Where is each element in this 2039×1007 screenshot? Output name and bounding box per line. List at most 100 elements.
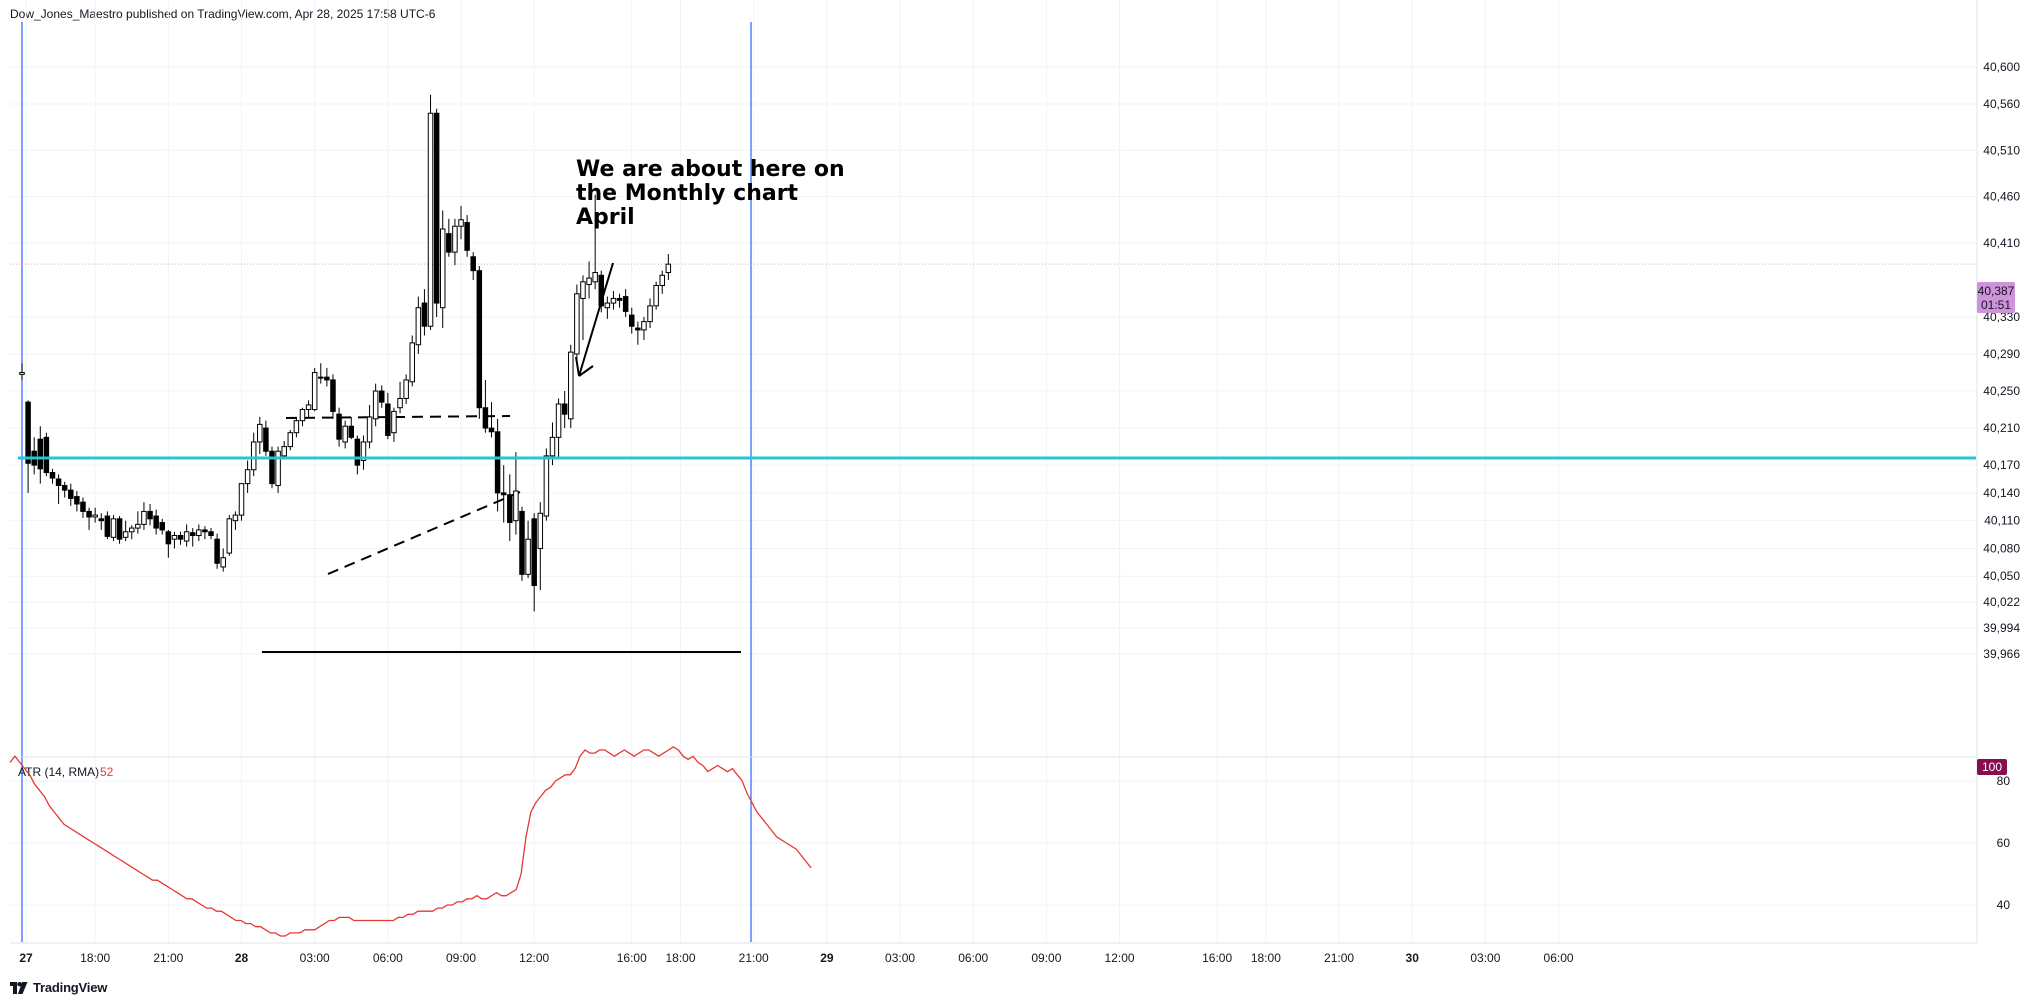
candle[interactable] xyxy=(537,502,544,591)
candle[interactable] xyxy=(555,398,562,458)
tradingview-footer[interactable]: TradingView xyxy=(10,980,107,995)
candle[interactable] xyxy=(263,420,269,456)
candle[interactable] xyxy=(629,307,635,334)
candle[interactable] xyxy=(159,518,165,535)
candle[interactable] xyxy=(196,524,202,542)
candle[interactable] xyxy=(275,446,281,493)
candle[interactable] xyxy=(513,452,519,535)
candle[interactable] xyxy=(561,391,568,429)
candle[interactable] xyxy=(238,483,245,521)
candle[interactable] xyxy=(519,506,525,581)
candle[interactable] xyxy=(98,513,105,530)
candle[interactable] xyxy=(208,528,214,540)
time-axis[interactable]: 27 18:00 21:00 28 03:00 06:00 09:00 12:00 16:00 1… xyxy=(19,951,1574,965)
candle[interactable] xyxy=(214,533,220,569)
atr-pane[interactable]: ATR (14, RMA) 52 80 60 40 100 xyxy=(9,746,2010,937)
candle[interactable] xyxy=(476,266,483,419)
candle[interactable] xyxy=(507,474,513,542)
candle[interactable] xyxy=(68,483,74,506)
candle[interactable] xyxy=(25,400,31,493)
candle[interactable] xyxy=(427,94,434,330)
candle[interactable] xyxy=(385,392,391,440)
candle[interactable] xyxy=(525,520,531,579)
candle[interactable] xyxy=(415,296,422,354)
price-axis[interactable]: 40,600 40,560 40,510 40,460 40,410 40,330 40,2… xyxy=(1983,60,2020,661)
candle[interactable] xyxy=(604,296,611,319)
candle[interactable] xyxy=(482,379,489,433)
candle[interactable] xyxy=(183,524,190,547)
candle[interactable] xyxy=(147,504,153,526)
candle[interactable] xyxy=(543,448,550,521)
candle[interactable] xyxy=(244,460,251,493)
candle[interactable] xyxy=(202,526,208,540)
candle[interactable] xyxy=(665,254,672,280)
candle[interactable] xyxy=(409,335,415,387)
candle[interactable] xyxy=(299,407,306,427)
candles-group[interactable] xyxy=(19,94,672,612)
candle[interactable] xyxy=(74,491,80,512)
candle[interactable] xyxy=(177,531,184,545)
candle[interactable] xyxy=(324,367,330,387)
candle[interactable] xyxy=(287,429,294,451)
candle[interactable] xyxy=(129,525,135,540)
candle[interactable] xyxy=(372,383,379,427)
candle[interactable] xyxy=(348,416,355,440)
candle[interactable] xyxy=(311,367,318,412)
candle[interactable] xyxy=(470,252,476,280)
candle[interactable] xyxy=(592,194,598,290)
candle[interactable] xyxy=(531,513,537,612)
candle[interactable] xyxy=(135,511,141,534)
candle[interactable] xyxy=(647,298,653,329)
candle[interactable] xyxy=(86,507,92,530)
candle[interactable] xyxy=(610,291,617,310)
candle[interactable] xyxy=(391,407,397,442)
candle[interactable] xyxy=(153,509,159,535)
candle[interactable] xyxy=(92,507,98,523)
candle[interactable] xyxy=(305,400,312,417)
candle[interactable] xyxy=(653,281,659,310)
candle[interactable] xyxy=(354,435,361,475)
candle[interactable] xyxy=(232,511,239,530)
candle[interactable] xyxy=(568,344,574,429)
candle[interactable] xyxy=(379,385,385,408)
candle[interactable] xyxy=(635,321,641,345)
candle[interactable] xyxy=(293,416,300,438)
candle[interactable] xyxy=(257,416,263,454)
candle[interactable] xyxy=(452,218,458,266)
candle[interactable] xyxy=(574,284,580,364)
candle[interactable] xyxy=(116,516,123,544)
candle[interactable] xyxy=(171,531,178,549)
candle[interactable] xyxy=(659,270,665,294)
candle[interactable] xyxy=(616,293,623,308)
candle[interactable] xyxy=(330,374,336,419)
candle[interactable] xyxy=(360,435,367,470)
candle[interactable] xyxy=(641,316,647,341)
candle[interactable] xyxy=(19,363,25,380)
candle[interactable] xyxy=(318,363,324,384)
candle[interactable] xyxy=(403,374,409,404)
candle[interactable] xyxy=(500,465,507,523)
candle[interactable] xyxy=(49,468,56,484)
candle[interactable] xyxy=(55,474,62,504)
candle[interactable] xyxy=(110,515,117,542)
candle[interactable] xyxy=(458,205,464,240)
candle[interactable] xyxy=(61,481,68,498)
candle[interactable] xyxy=(165,529,172,558)
candle[interactable] xyxy=(488,402,495,438)
candle[interactable] xyxy=(580,275,586,341)
candle[interactable] xyxy=(366,404,373,449)
candle[interactable] xyxy=(189,528,196,547)
candle[interactable] xyxy=(141,502,147,530)
candle[interactable] xyxy=(494,418,501,512)
annotation-text[interactable]: We are about here on the Monthly chart A… xyxy=(576,157,845,230)
candle[interactable] xyxy=(397,381,403,414)
candle[interactable] xyxy=(43,432,50,477)
candle[interactable] xyxy=(622,289,629,317)
candle[interactable] xyxy=(336,407,342,447)
candle[interactable] xyxy=(342,420,348,449)
candle[interactable] xyxy=(104,511,111,540)
candle[interactable] xyxy=(446,218,452,257)
candle[interactable] xyxy=(80,497,86,518)
candle[interactable] xyxy=(439,210,446,329)
dashed-trend-line[interactable] xyxy=(327,491,521,575)
